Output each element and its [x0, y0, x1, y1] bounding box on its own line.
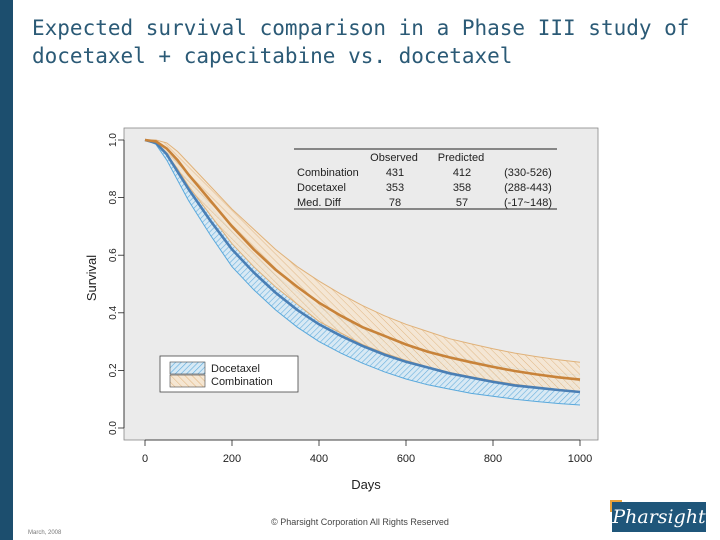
x-tick-label: 800: [484, 453, 502, 465]
x-tick-label: 200: [223, 453, 241, 465]
x-tick-label: 1000: [568, 453, 592, 465]
slide-title: Expected survival comparison in a Phase …: [32, 14, 690, 70]
table-cell: Med. Diff: [297, 197, 342, 209]
slide-title-line-1: Expected survival comparison in a Phase …: [32, 16, 690, 40]
x-tick-label: 400: [310, 453, 328, 465]
table-cell: 353: [386, 182, 404, 194]
logo-accent: [610, 500, 622, 512]
x-axis-label: Days: [351, 477, 381, 492]
y-tick-label: 0.0: [108, 421, 119, 435]
table-cell: Docetaxel: [297, 182, 346, 194]
survival-table: Observed Predicted Combination 431 412 (…: [294, 147, 557, 210]
table-cell: (-17~148): [504, 197, 552, 209]
y-tick-label: 0.8: [108, 190, 119, 204]
slide-title-line-2: docetaxel + capecitabine vs. docetaxel: [32, 44, 513, 68]
legend: Docetaxel Combination: [159, 355, 299, 393]
table-cell: (330-526): [504, 167, 552, 179]
combination-confidence-band: [145, 140, 580, 392]
table-cell: 57: [456, 197, 468, 209]
y-tick-label: 0.6: [108, 248, 119, 262]
table-header-observed: Observed: [370, 152, 418, 164]
table-cell: (288-443): [504, 182, 552, 194]
table-cell: Combination: [297, 167, 359, 179]
x-tick-label: 0: [142, 453, 148, 465]
legend-label-docetaxel: Docetaxel: [211, 363, 260, 375]
legend-label-combination: Combination: [211, 376, 273, 388]
sidebar-accent-bar: [0, 0, 13, 540]
table-header-predicted: Predicted: [438, 152, 484, 164]
table-background: [294, 147, 557, 209]
y-axis-label: Survival: [84, 255, 99, 301]
table-cell: 431: [386, 167, 404, 179]
docetaxel-median-line: [144, 138, 581, 394]
legend-swatch-docetaxel: [169, 361, 206, 375]
table-cell: 412: [453, 167, 471, 179]
x-tick-label: 600: [397, 453, 415, 465]
slide-date: March, 2008: [28, 530, 62, 536]
combination-upper-bound-line: [145, 139, 581, 363]
y-tick-label: 1.0: [108, 133, 119, 147]
table-cell: 358: [453, 182, 471, 194]
combination-median-line: [144, 138, 581, 381]
pharsight-logo: Pharsight: [612, 502, 706, 532]
legend-swatch-combination: [169, 374, 206, 388]
y-tick-label: 0.4: [108, 305, 119, 319]
table-cell: 78: [389, 197, 401, 209]
y-tick-label: 0.2: [108, 363, 119, 377]
copyright-notice: © Pharsight Corporation All Rights Reser…: [271, 517, 449, 527]
docetaxel-lower-bound-line: [144, 139, 581, 406]
